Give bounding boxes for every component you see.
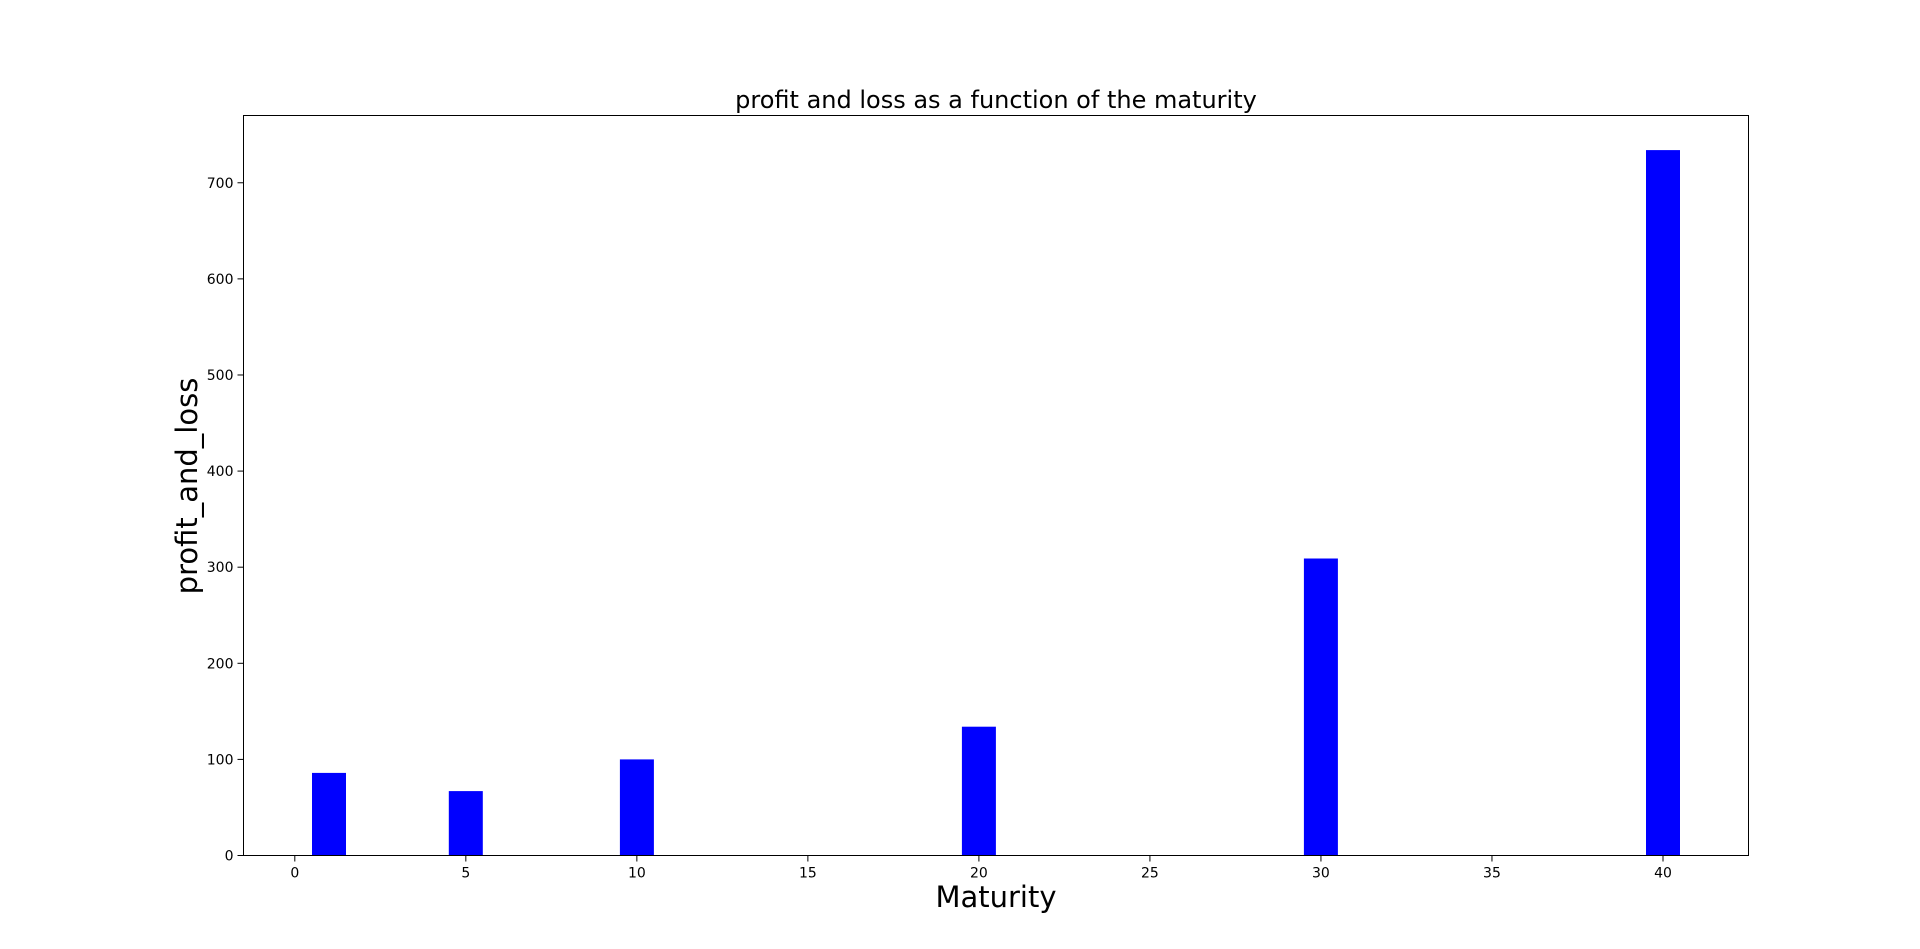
y-axis-ticks: 0 100 200 300 400 500 600 700 (207, 176, 244, 865)
x-tick-label: 15 (799, 866, 817, 882)
y-tick-label: 700 (207, 176, 234, 192)
bar-maturity-10 (619, 759, 654, 856)
x-axis-ticks: 0 5 10 15 20 25 30 35 40 (290, 855, 1672, 882)
x-tick-label: 35 (1483, 866, 1501, 882)
x-tick-label: 40 (1654, 866, 1672, 882)
x-tick-label: 30 (1312, 866, 1330, 882)
bar-maturity-5 (448, 791, 483, 856)
y-tick-label: 300 (207, 560, 234, 576)
y-tick-label: 100 (207, 752, 234, 768)
y-tick-label: 0 (225, 849, 234, 865)
x-axis-label: Maturity (935, 880, 1056, 914)
y-axis-label: profit_and_loss (170, 378, 204, 595)
x-tick-label: 0 (290, 866, 299, 882)
y-tick-label: 600 (207, 272, 234, 288)
bar-maturity-1 (312, 772, 346, 856)
bar-maturity-20 (961, 726, 996, 856)
plot-area-frame (243, 115, 1749, 856)
bar-maturity-30 (1303, 558, 1338, 856)
x-tick-label: 25 (1141, 866, 1159, 882)
bars (312, 150, 1680, 856)
x-tick-label: 5 (461, 866, 470, 882)
y-tick-label: 500 (207, 368, 234, 384)
chart-title: profit and loss as a function of the mat… (735, 86, 1257, 114)
bar-maturity-40 (1646, 150, 1680, 856)
x-tick-label: 20 (970, 866, 988, 882)
y-tick-label: 200 (207, 656, 234, 672)
x-tick-label: 10 (628, 866, 646, 882)
y-tick-label: 400 (207, 464, 234, 480)
